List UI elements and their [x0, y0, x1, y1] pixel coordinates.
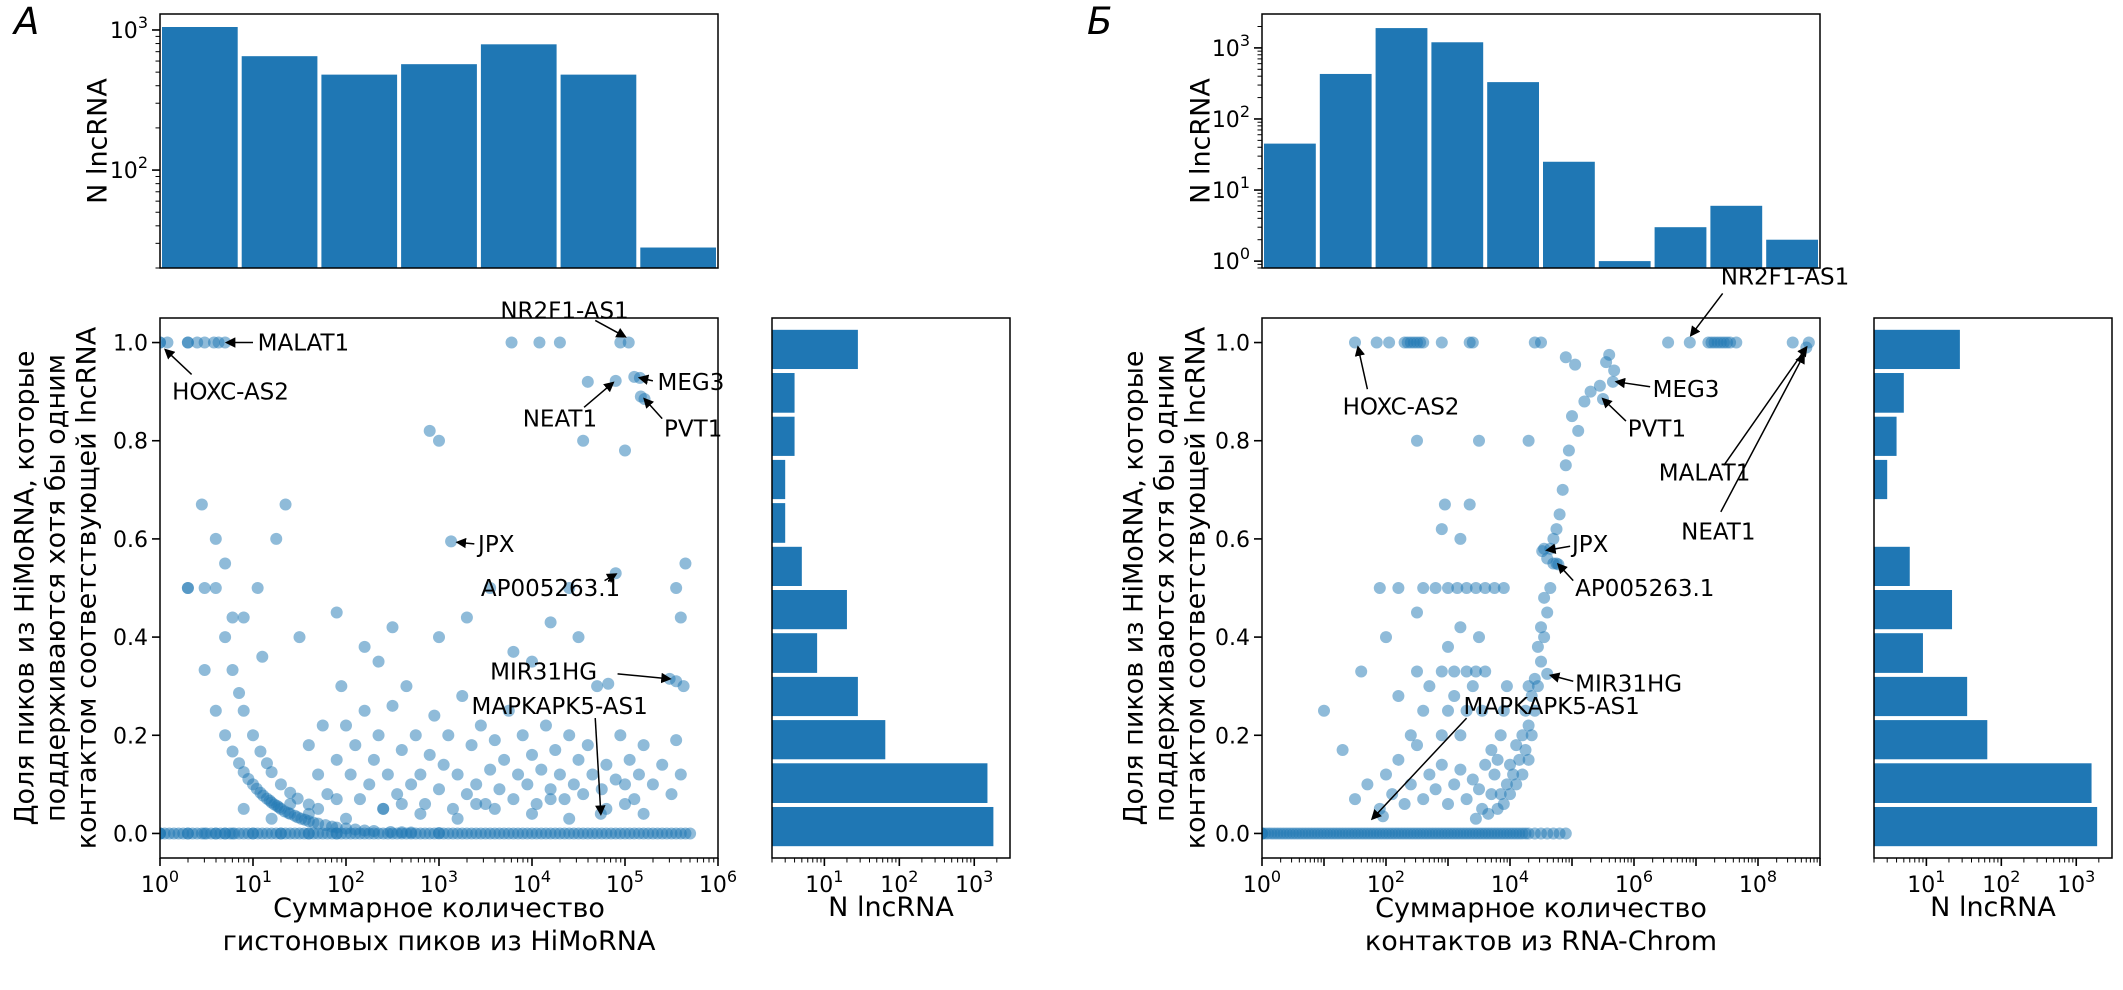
panel-b-chart: 100 101 102 103 100 102 104 106 108 0.0 0.2 0.4 0.6 0…	[1212, 13, 2113, 898]
svg-text:101: 101	[805, 867, 843, 898]
svg-text:106: 106	[1615, 867, 1653, 898]
svg-text:NEAT1: NEAT1	[523, 407, 597, 433]
svg-text:102: 102	[327, 867, 365, 898]
svg-text:MIR31HG: MIR31HG	[490, 659, 597, 685]
svg-text:MAPKAPK5-AS1: MAPKAPK5-AS1	[1464, 694, 1640, 720]
panel-a-scatter-xlabel: Суммарное количество гистоновых пиков из…	[223, 892, 656, 958]
svg-text:102: 102	[1367, 867, 1405, 898]
panel-a-right-hist-xlabel: N lncRNA	[828, 892, 954, 923]
panel-b-letter: Б	[1087, 0, 1113, 43]
svg-text:101: 101	[234, 867, 272, 898]
panel-b-scatter-xlabel: Суммарное количество контактов из RNA-Ch…	[1365, 892, 1717, 958]
svg-text:102: 102	[880, 867, 918, 898]
svg-text:102: 102	[1212, 102, 1250, 133]
svg-text:103: 103	[1212, 31, 1250, 62]
svg-text:NR2F1-AS1: NR2F1-AS1	[500, 299, 628, 325]
svg-text:103: 103	[110, 13, 148, 44]
svg-text:103: 103	[420, 867, 458, 898]
svg-text:104: 104	[513, 867, 551, 898]
svg-text:MAPKAPK5-AS1: MAPKAPK5-AS1	[472, 694, 648, 720]
svg-text:0.0: 0.0	[113, 822, 148, 847]
svg-text:0.2: 0.2	[113, 724, 148, 749]
xlabel-line: Суммарное количество	[273, 893, 605, 924]
svg-text:100: 100	[1243, 867, 1281, 898]
svg-text:101: 101	[1212, 173, 1250, 204]
svg-text:101: 101	[1907, 867, 1945, 898]
svg-text:HOXC-AS2: HOXC-AS2	[1343, 394, 1460, 420]
panel-a: А N lncRNA Доля пиков из HiMoRNA, которы…	[10, 0, 1011, 958]
xlabel-line: гистоновых пиков из HiMoRNA	[222, 926, 656, 957]
svg-text:1.0: 1.0	[1215, 332, 1250, 357]
svg-text:0.8: 0.8	[1215, 430, 1250, 455]
svg-text:NEAT1: NEAT1	[1681, 520, 1755, 546]
svg-text:AP005263.1: AP005263.1	[1575, 576, 1714, 602]
panel-b-right-hist-xlabel: N lncRNA	[1930, 892, 2056, 923]
svg-text:PVT1: PVT1	[664, 416, 722, 442]
svg-text:106: 106	[699, 867, 737, 898]
svg-text:MALAT1: MALAT1	[1659, 461, 1751, 487]
svg-text:AP005263.1: AP005263.1	[481, 576, 620, 602]
svg-text:100: 100	[141, 867, 179, 898]
svg-text:0.2: 0.2	[1215, 724, 1250, 749]
svg-text:102: 102	[1982, 867, 2020, 898]
svg-text:0.4: 0.4	[113, 626, 148, 651]
svg-text:MEG3: MEG3	[658, 370, 725, 396]
svg-text:102: 102	[110, 153, 148, 184]
svg-text:105: 105	[606, 867, 644, 898]
svg-text:0.6: 0.6	[113, 528, 148, 553]
svg-text:104: 104	[1491, 867, 1529, 898]
svg-text:103: 103	[2057, 867, 2095, 898]
xlabel-line: контактов из RNA-Chrom	[1364, 926, 1718, 957]
svg-text:100: 100	[1212, 244, 1250, 275]
svg-text:108: 108	[1739, 867, 1777, 898]
svg-text:PVT1: PVT1	[1628, 416, 1686, 442]
svg-text:MALAT1: MALAT1	[258, 331, 350, 357]
svg-text:MIR31HG: MIR31HG	[1575, 672, 1682, 698]
panel-a-letter: А	[14, 0, 40, 43]
svg-text:MEG3: MEG3	[1653, 377, 1720, 403]
svg-text:0.8: 0.8	[113, 430, 148, 455]
svg-text:JPX: JPX	[1570, 532, 1609, 558]
xlabel-line: Суммарное количество	[1375, 893, 1707, 924]
svg-text:103: 103	[955, 867, 993, 898]
svg-text:JPX: JPX	[476, 532, 515, 558]
panel-a-chart: 102 103 100 101 102 103 104 105 106 0.0 0.2 0.4 0.6 0…	[110, 13, 1011, 898]
svg-text:1.0: 1.0	[113, 332, 148, 357]
panel-b: Б N lncRNA Доля пиков из HiMoRNA, которы…	[1061, 0, 2123, 990]
svg-text:0.0: 0.0	[1215, 822, 1250, 847]
svg-text:NR2F1-AS1: NR2F1-AS1	[1721, 264, 1849, 290]
svg-text:0.6: 0.6	[1215, 528, 1250, 553]
svg-text:0.4: 0.4	[1215, 626, 1250, 651]
svg-text:HOXC-AS2: HOXC-AS2	[172, 380, 289, 406]
